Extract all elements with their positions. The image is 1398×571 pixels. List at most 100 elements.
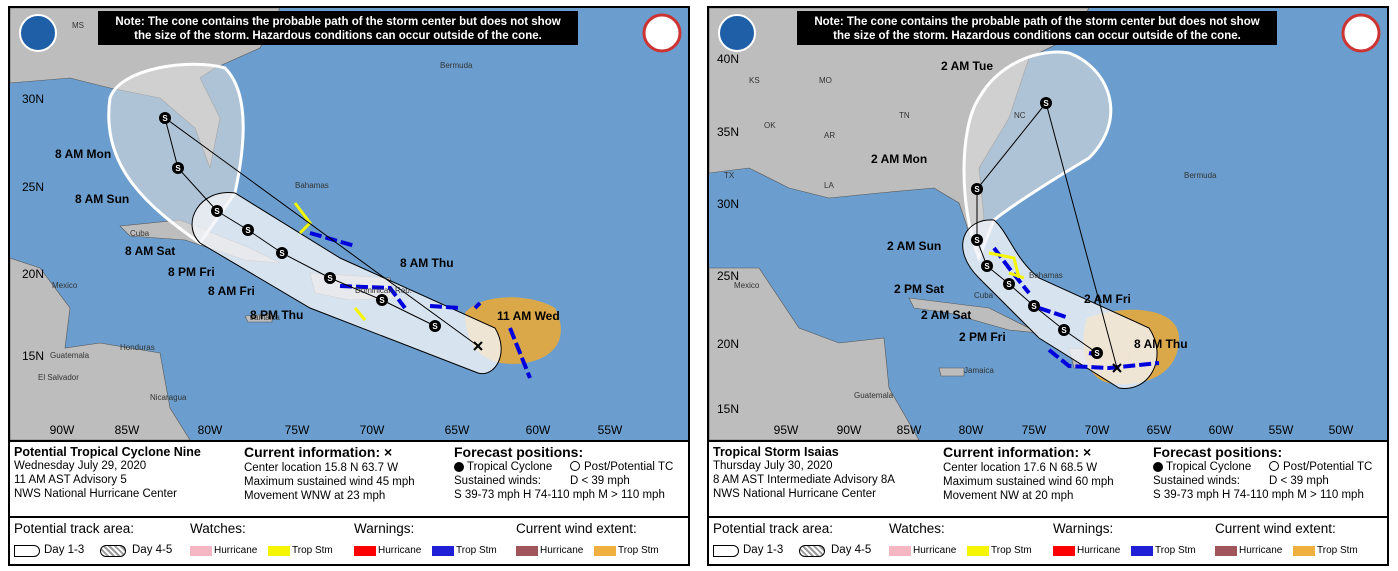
hurricane-label: Hurricane: [378, 545, 422, 556]
cone-day-1-3: [962, 219, 1158, 389]
trop-storm-label: Trop Stm: [1317, 545, 1358, 556]
cone-day-4-5: [962, 50, 1113, 263]
forecast-point: [1028, 300, 1040, 312]
longitude-label: 90W: [50, 423, 75, 437]
day45-icon: [799, 545, 825, 557]
tc-symbol: [454, 462, 464, 472]
forecast-label: 2 AM Mon: [871, 152, 927, 166]
note: Note: The cone contains the probable pat…: [115, 16, 560, 28]
forecast-point: [242, 224, 254, 236]
longitude-label: 60W: [526, 423, 551, 437]
forecast-point: [159, 112, 171, 124]
land: [709, 8, 1130, 440]
storm-name: Potential Tropical Cyclone Nine: [14, 445, 201, 459]
place-name: Bahamas: [1029, 271, 1063, 280]
warnings-title: Warnings:: [1053, 521, 1114, 536]
longitude-label: 90W: [837, 423, 862, 437]
point-symbol: S: [379, 296, 385, 305]
forecast-point: [1091, 347, 1103, 359]
trop-storm-label: Trop Stm: [292, 545, 333, 556]
hurricane-swatch: [354, 546, 376, 556]
trop-storm-label: Trop Stm: [991, 545, 1032, 556]
latitude-label: 30N: [22, 92, 44, 106]
point-symbol: S: [175, 164, 181, 173]
day45-label: Day 4-5: [132, 544, 173, 556]
storm-center: NWS National Hurricane Center: [14, 488, 177, 500]
legend-track-title: Potential track area:: [713, 521, 834, 536]
post-symbol: [1269, 461, 1279, 471]
place-name: KS: [749, 76, 760, 85]
hurricane-swatch: [516, 546, 538, 556]
warnings-title: Warnings:: [354, 521, 415, 536]
place-name: Bahamas: [295, 181, 329, 190]
point-symbol: S: [162, 114, 168, 123]
note: Note: The cone contains the probable pat…: [814, 16, 1259, 28]
trop-storm-warning: [992, 246, 1160, 371]
wind-extent-title: Current wind extent:: [516, 521, 637, 536]
longitude-label: 65W: [1147, 423, 1172, 437]
forecast-label: 8 AM Thu: [1134, 337, 1188, 351]
trop-storm-swatch: [1293, 546, 1315, 556]
forecast-label: 8 AM Mon: [55, 147, 111, 161]
current-movement: Movement WNW at 23 mph: [244, 490, 386, 502]
current-wind: Maximum sustained wind 60 mph: [943, 476, 1114, 488]
post-label: Post/Potential TC: [1283, 461, 1373, 473]
intensity-label: S 39-73 mph H 74-110 mph M > 110 mph: [454, 489, 665, 501]
point-symbol: S: [1061, 326, 1067, 335]
watches-title: Watches:: [190, 521, 246, 536]
latitude-label: 35N: [717, 125, 739, 139]
wind-extent-title: Current wind extent:: [1215, 521, 1336, 536]
point-symbol: S: [327, 274, 333, 283]
point-symbol: S: [1094, 349, 1100, 358]
storm-center: NWS National Hurricane Center: [713, 488, 876, 500]
latitude-label: 20N: [717, 337, 739, 351]
sustained-label: Sustained winds:: [1153, 475, 1240, 487]
nws-logo: [642, 13, 682, 53]
trop-storm-swatch: [432, 546, 454, 556]
forecast-label: 2 PM Sat: [894, 282, 944, 296]
place-name: LA: [824, 181, 834, 190]
note-box: [98, 11, 578, 45]
current-wind: Maximum sustained wind 45 mph: [244, 476, 415, 488]
place-name: Guatemala: [854, 391, 894, 400]
storm-advisory: 8 AM AST Intermediate Advisory 8A: [713, 474, 895, 486]
note: the size of the storm. Hazardous conditi…: [833, 30, 1241, 42]
forecast-title: Forecast positions:: [454, 444, 584, 460]
day45-icon: [100, 545, 126, 557]
advisory-panel: S S S S S S S S KS MO OK AR TN NC TX LA Bermuda Mexico Cub…: [707, 6, 1389, 566]
forecast-point: [172, 162, 184, 174]
point-symbol: S: [432, 322, 438, 331]
latitude-label: 15N: [22, 349, 44, 363]
longitude-label: 55W: [1269, 423, 1294, 437]
forecast-label: 11 AM Wed: [497, 309, 560, 323]
forecast-label: 2 AM Tue: [941, 59, 993, 73]
place-name: El Salvador: [38, 373, 79, 382]
point-symbol: S: [1031, 302, 1037, 311]
hurricane-swatch: [190, 546, 212, 556]
longitude-label: 85W: [115, 423, 140, 437]
forecast-label: 8 PM Fri: [168, 265, 215, 279]
current-title: Current information: ×: [943, 444, 1092, 460]
noaa-logo: [718, 14, 756, 52]
latitude-label: 25N: [717, 269, 739, 283]
trop-storm-watch: [293, 202, 367, 321]
forecast-point: [429, 320, 441, 332]
latitude-label: 25N: [22, 180, 44, 194]
current-position: [473, 341, 483, 351]
forecast-point: [981, 260, 993, 272]
legend-track-title: Potential track area:: [14, 521, 135, 536]
map: SSSSSSSSMSALGASCBermudaMexicoCubaBahamas…: [10, 8, 688, 440]
post-label: Post/Potential TC: [584, 461, 674, 473]
trop-storm-swatch: [1131, 546, 1153, 556]
legend: Potential track area: Day 1-3 Day 4-5 Watch…: [709, 516, 1387, 566]
storm-date: Thursday July 30, 2020: [713, 460, 833, 472]
place-name: Dominican Rep.: [355, 286, 412, 295]
longitude-label: 80W: [198, 423, 223, 437]
hurricane-swatch: [889, 546, 911, 556]
place-name: Cuba: [130, 229, 150, 238]
current-title: Current information: ×: [244, 444, 393, 460]
latitude-label: 15N: [717, 402, 739, 416]
longitude-label: 80W: [959, 423, 984, 437]
place-name: OK: [764, 121, 776, 130]
current-position: [1112, 363, 1122, 373]
